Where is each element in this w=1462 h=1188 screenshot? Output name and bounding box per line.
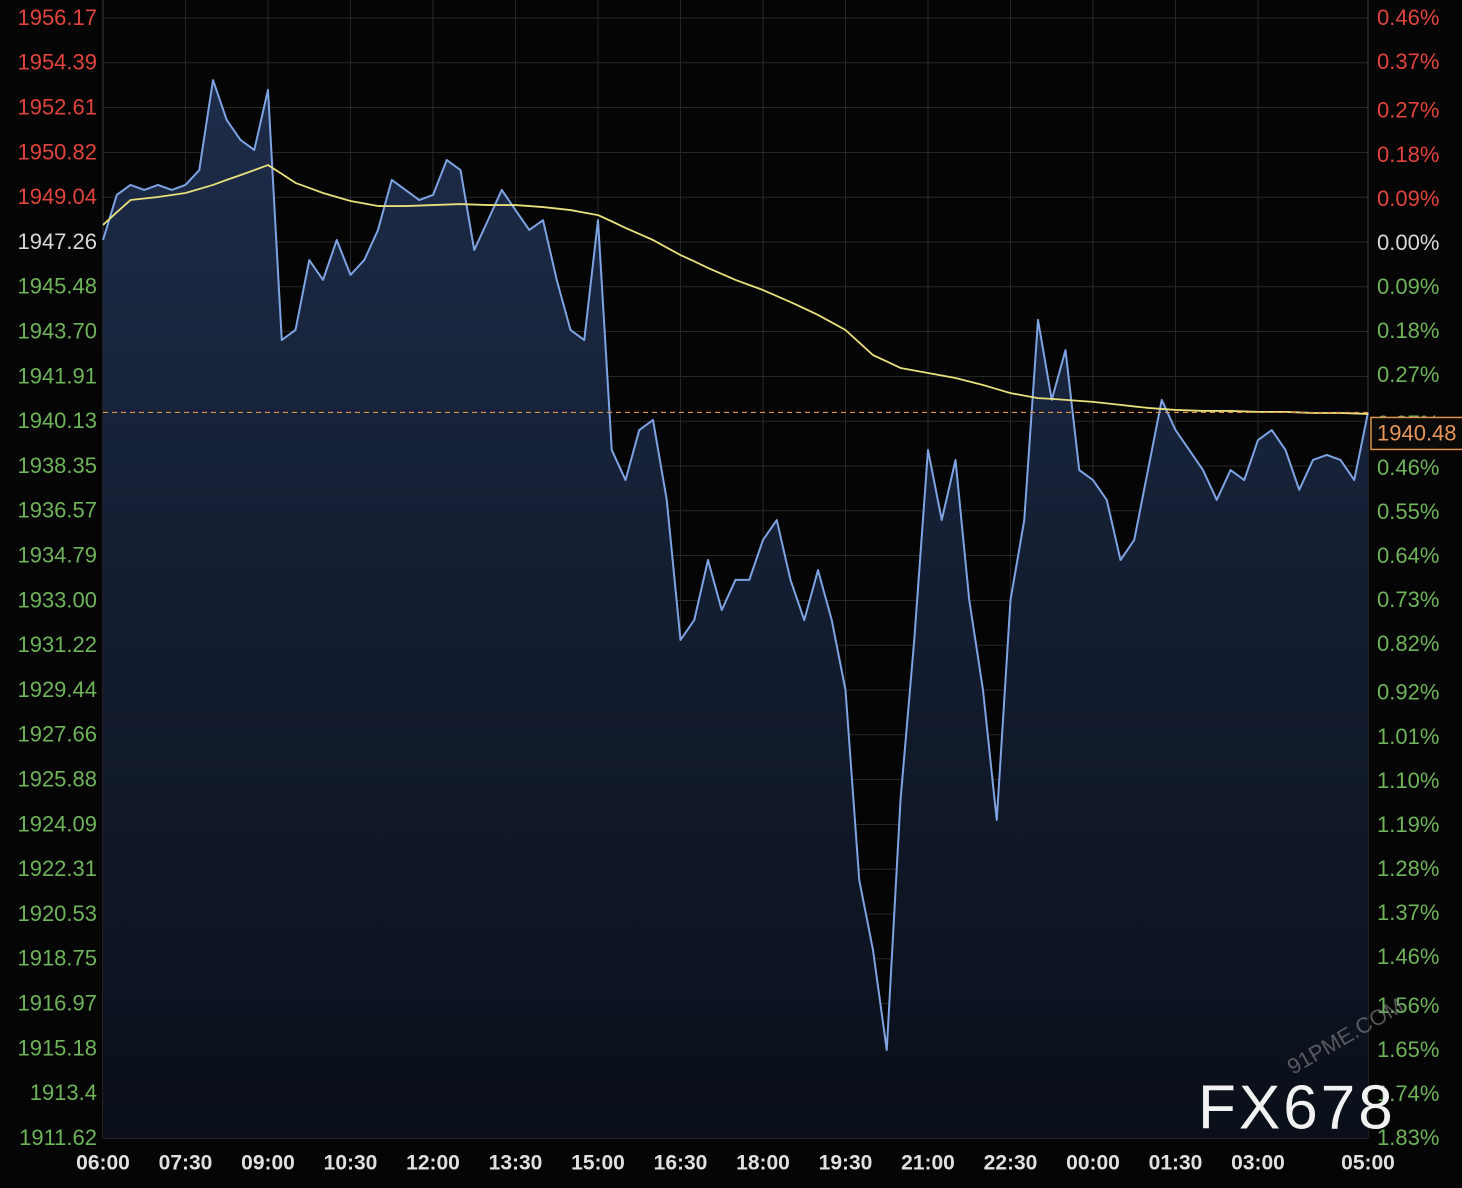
y-tick-label: 1956.17 [17, 5, 97, 30]
y-tick-label: 1920.53 [17, 901, 97, 926]
y-tick-label: 1925.88 [17, 766, 97, 791]
y-tick-label: 1954.39 [17, 50, 97, 75]
y-tick-label: 1922.31 [17, 856, 97, 881]
last-price-box [1370, 416, 1462, 451]
y2-tick-label: 0.09% [1377, 186, 1439, 211]
y2-tick-label: 0.55% [1377, 499, 1439, 524]
x-tick-label: 16:30 [654, 1152, 708, 1175]
last-price-label: 1940.48 [1377, 420, 1457, 445]
y-tick-label: 1911.62 [19, 1125, 97, 1150]
x-tick-label: 06:00 [76, 1152, 130, 1175]
x-tick-label: 00:00 [1066, 1152, 1120, 1175]
y2-tick-label: 0.82% [1377, 631, 1439, 656]
y-tick-label: 1949.04 [17, 184, 97, 209]
y-tick-label: 1915.18 [17, 1035, 97, 1060]
watermark: FX678 [1198, 1073, 1396, 1142]
y-tick-label: 1936.57 [17, 498, 97, 523]
x-tick-label: 07:30 [159, 1152, 213, 1175]
x-tick-label: 09:00 [241, 1152, 295, 1175]
y2-tick-label: 0.64% [1377, 543, 1439, 568]
y2-tick-label: 0.00% [1377, 230, 1439, 255]
y2-tick-label: 1.74% [1377, 1081, 1439, 1106]
y-tick-label: 1950.82 [17, 139, 97, 164]
y-tick-label: 1918.75 [17, 946, 97, 971]
x-tick-label: 15:00 [571, 1152, 625, 1175]
y2-tick-label: 1.37% [1377, 900, 1439, 925]
x-tick-label: 12:00 [406, 1152, 460, 1175]
y-tick-label: 1927.66 [17, 722, 97, 747]
series-line [102, 164, 1369, 415]
y-tick-label: 1916.97 [17, 990, 97, 1015]
y-tick-label: 1941.91 [17, 363, 97, 388]
x-tick-label: 03:00 [1231, 1152, 1285, 1175]
y2-tick-label: 0.92% [1377, 680, 1439, 705]
y2-tick-label: 0.27% [1377, 98, 1439, 123]
y2-tick-label: 0.09% [1377, 274, 1439, 299]
y2-tick-label: 0.18% [1377, 142, 1439, 167]
y-tick-label: 1933.00 [17, 587, 97, 612]
price-area [103, 80, 1368, 1139]
y-tick-label: 1934.79 [17, 542, 97, 567]
x-tick-label: 21:00 [901, 1152, 955, 1175]
labels: 1956.17 1954.39 1952.61 1950.82 1949.04 1947.… [17, 5, 1462, 1175]
plot [102, 79, 1369, 1139]
y-tick-label: 1945.48 [17, 274, 97, 299]
x-tick-label: 01:30 [1149, 1152, 1203, 1175]
series-line [102, 79, 1369, 1052]
y2-tick-label: 0.18% [1377, 318, 1439, 343]
y2-tick-label: 1.46% [1377, 944, 1439, 969]
x-tick-label: 22:30 [984, 1152, 1038, 1175]
y2-tick-label: 0.37% [1377, 49, 1439, 74]
y2-tick-label: 1.01% [1377, 724, 1439, 749]
y-tick-label: 1913.4 [30, 1080, 97, 1105]
y2-tick-label: 0.73% [1377, 587, 1439, 612]
y-tick-label: 1929.44 [17, 677, 97, 702]
x-tick-label: 19:30 [819, 1152, 873, 1175]
y2-tick-label: 1.19% [1377, 812, 1439, 837]
y-tick-label: 1938.35 [17, 453, 97, 478]
y-tick-label: 1931.22 [17, 632, 97, 657]
y2-tick-label: 0.46% [1377, 455, 1439, 480]
y2-tick-label: 1.83% [1377, 1125, 1439, 1150]
y2-tick-label: 1.28% [1377, 856, 1439, 881]
y2-tick-label: 1.10% [1377, 768, 1439, 793]
y2-tick-label: 0.27% [1377, 362, 1439, 387]
y-tick-label: 1943.70 [17, 318, 97, 343]
y2-tick-label: 0.46% [1377, 5, 1439, 30]
x-tick-label: 18:00 [736, 1152, 790, 1175]
y-tick-label: 1952.61 [17, 94, 97, 119]
y2-tick-label: 1.65% [1377, 1037, 1439, 1062]
x-tick-label: 10:30 [324, 1152, 378, 1175]
y-tick-label: 1940.13 [17, 408, 97, 433]
y-tick-label: 1924.09 [17, 811, 97, 836]
y-tick-label: 1947.26 [17, 229, 97, 254]
y2-tick-label: 1.56% [1377, 993, 1439, 1018]
x-tick-label: 05:00 [1341, 1152, 1395, 1175]
x-tick-label: 13:30 [489, 1152, 543, 1175]
